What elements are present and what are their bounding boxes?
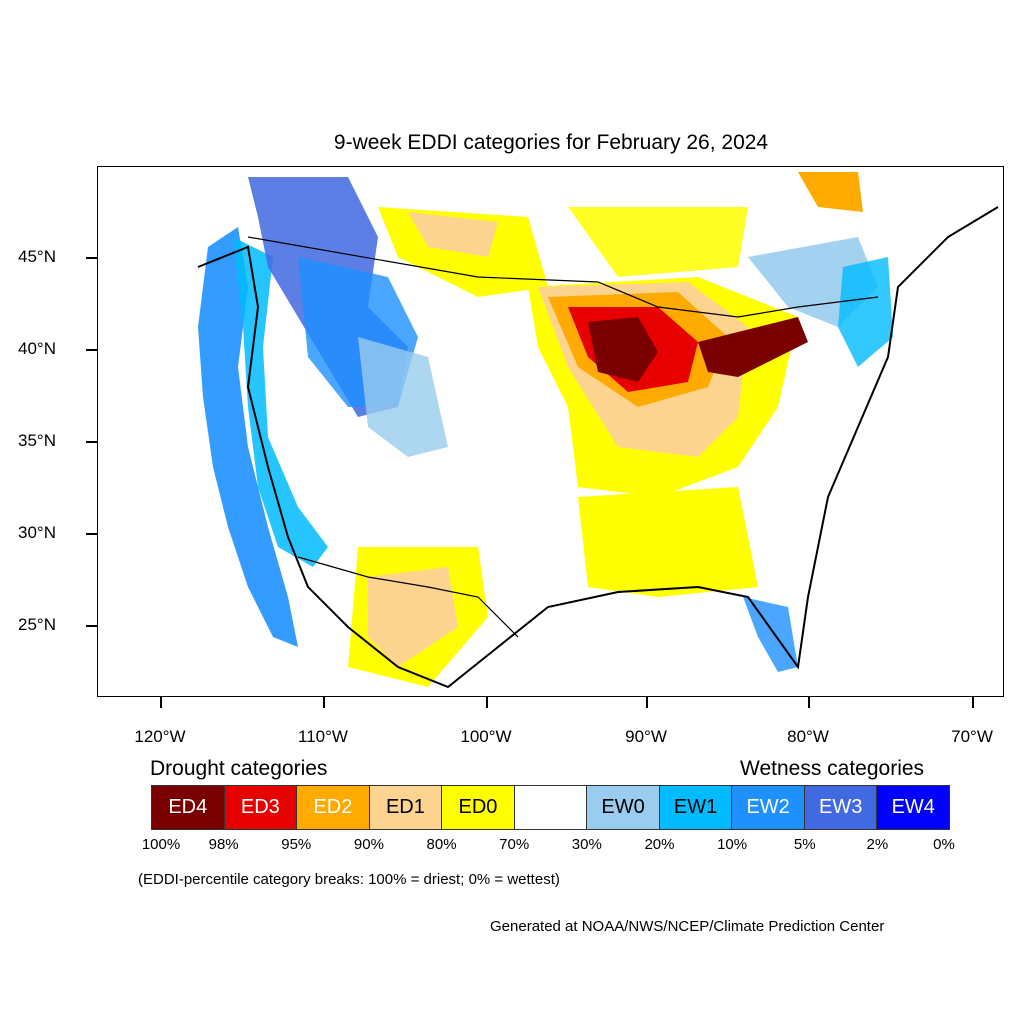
percent-break-label: 5% [793, 836, 816, 853]
wet-region-new-england [838, 257, 893, 367]
map-canvas [197, 172, 999, 689]
category-note: (EDDI-percentile category break​s: 100% … [138, 871, 560, 888]
legend-cell-ew3: EW3 [804, 786, 878, 829]
percent-break-label: 0% [933, 836, 955, 853]
legend-cell-ed0: ED0 [442, 786, 515, 829]
percent-break-label: 100% [141, 836, 181, 853]
legend-cell-ew0: EW0 [587, 786, 660, 829]
canada-border [247, 236, 879, 318]
lon-tick [972, 697, 974, 708]
dry-region-north-ed1 [408, 212, 498, 257]
wetness-categories-title: Wetness categories [740, 757, 925, 780]
lon-tick [160, 697, 162, 708]
legend-cell-ew1: EW1 [659, 786, 733, 829]
dry-region-ontario [568, 207, 748, 277]
dry-region-quebec-ed2 [798, 172, 863, 212]
drought-categories-title: Drought categories [150, 757, 328, 780]
lon-label-80w: 80°W [787, 727, 829, 746]
dry-region-southeast [578, 487, 758, 597]
legend-cell-ed1: ED1 [369, 786, 443, 829]
lon-label-120w: 120°W [134, 727, 186, 746]
lat-tick [86, 441, 97, 443]
mexico-border [297, 556, 519, 638]
percent-break-label: 2% [866, 836, 889, 853]
percent-break-label: 95% [281, 836, 312, 853]
credit-line: Generated at NOAA/NWS/NCEP/Climate Predi… [490, 918, 885, 935]
category-legend: ED4 ED3 ED2 ED1 ED0 EW0 EW1 EW2 EW3 EW4 [151, 785, 950, 830]
lat-label-30n: 30°N [18, 523, 56, 542]
eddi-map [97, 166, 1004, 697]
wet-region-mountain-light [358, 337, 448, 457]
percent-break-label: 90% [353, 836, 384, 853]
legend-cell-ew2: EW2 [732, 786, 805, 829]
percent-break-label: 98% [208, 836, 239, 853]
dry-region-midwest-ed4 [588, 317, 658, 382]
lon-tick [486, 697, 488, 708]
lon-label-70w: 70°W [951, 727, 993, 746]
map-title: 9-week EDDI categories for February 26, … [333, 131, 769, 154]
percent-break-label: 80% [426, 836, 457, 853]
lon-label-100w: 100°W [460, 727, 512, 746]
lon-tick [646, 697, 648, 708]
wet-region-west [198, 227, 298, 647]
wet-region-florida [743, 597, 798, 672]
percent-break-label: 30% [571, 836, 602, 853]
dry-region-ohio-ed4 [698, 317, 808, 377]
legend-cell-ew4: EW4 [877, 786, 950, 829]
lat-tick [86, 533, 97, 535]
lat-label-45n: 45°N [18, 247, 56, 266]
lat-label-35n: 35°N [18, 431, 56, 450]
legend-cell-ed4: ED4 [152, 786, 225, 829]
lat-label-40n: 40°N [18, 339, 56, 358]
lat-tick [86, 625, 97, 627]
dry-region-texas-ed1 [368, 567, 458, 667]
lon-label-90w: 90°W [625, 727, 667, 746]
percent-break-label: 70% [499, 836, 530, 853]
legend-cell-ed3: ED3 [224, 786, 298, 829]
legend-cell-normal [514, 786, 588, 829]
lat-tick [86, 349, 97, 351]
lat-tick [86, 257, 97, 259]
lon-tick [808, 697, 810, 708]
percent-break-label: 10% [717, 836, 748, 853]
legend-cell-ed2: ED2 [297, 786, 370, 829]
lat-label-25n: 25°N [18, 615, 56, 634]
lon-tick [323, 697, 325, 708]
lon-label-110w: 110°W [298, 727, 348, 746]
percent-break-label: 20% [644, 836, 675, 853]
coastline-outline [197, 206, 999, 689]
